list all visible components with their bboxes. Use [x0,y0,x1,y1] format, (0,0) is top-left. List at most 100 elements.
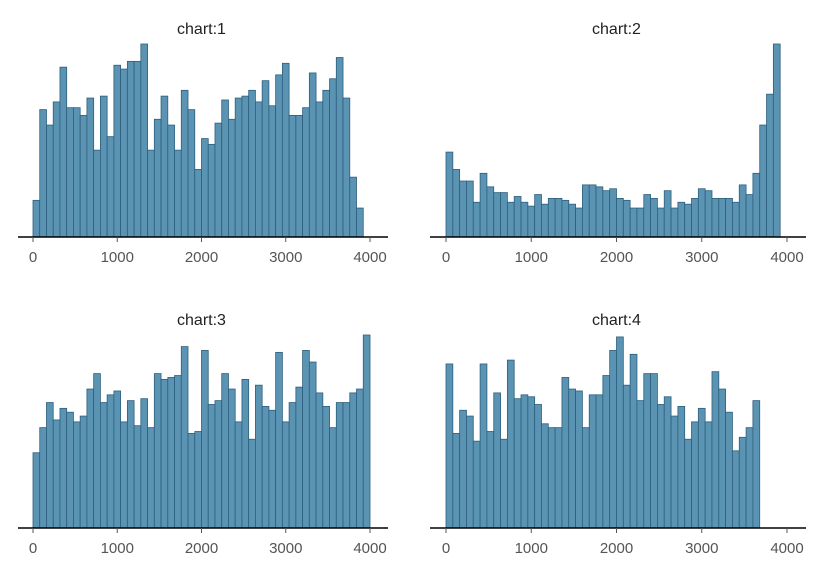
histogram-bar [295,386,303,529]
panel-title: chart:1 [177,21,226,38]
x-tick-label: 3000 [269,540,302,557]
histogram-bar [513,196,522,238]
histogram-bar [207,404,216,529]
histogram-bar [575,207,583,238]
histogram-bar [684,203,692,238]
histogram-bar [160,378,169,529]
histogram-bar [234,97,243,238]
histogram-bar [302,350,310,529]
histogram-bar [513,398,522,529]
histogram-bar [93,149,101,238]
histogram-bar [752,172,761,238]
panel-chain-2: chart:2 0 1000 2000 3000 4000 [430,21,806,266]
histogram-bar [479,172,488,238]
histogram-bar [174,149,182,238]
histogram-bar [745,194,754,238]
histogram-bar [732,450,740,529]
histogram-bar [636,207,645,238]
histogram-bar [663,396,672,529]
histogram-bar [616,336,624,529]
histogram-bar [629,207,638,238]
histogram-bar [547,427,556,529]
histogram-bar [602,375,611,529]
x-tick-label: 4000 [353,540,386,557]
histogram-bar [187,433,196,529]
x-tick-label: 2000 [185,540,218,557]
histogram-bar [194,431,202,529]
histogram-bar [32,199,41,238]
histogram-bar [472,201,481,238]
histogram-bar [356,388,364,529]
panel-title: chart:4 [592,312,641,329]
histogram-bar [342,402,351,529]
histogram-bar [281,421,290,529]
panel-chain-3: chart:3 0 1000 2000 3000 4000 [18,312,388,557]
histogram-bar [255,384,263,529]
histogram-bar [452,433,461,529]
histogram-bar [248,89,256,238]
histogram-bar [500,438,508,529]
histogram-bar [595,186,604,238]
histogram-bar [568,388,576,529]
histogram-bar [520,201,529,238]
x-tick-label: 4000 [770,249,803,266]
histogram-bar [39,109,47,238]
histogram-bar [39,427,47,529]
histogram-bar [46,402,54,529]
histogram-bar [602,190,611,238]
histogram-bar [445,363,454,529]
x-tick-label: 2000 [600,540,633,557]
histogram-bar [349,392,357,529]
histogram-bar [153,118,162,238]
histogram-bar [561,377,570,529]
x-tick-label: 1000 [101,540,134,557]
histogram-bar [308,361,317,529]
histogram-bar [711,197,720,238]
histogram-bar [643,194,652,238]
histogram-bar [616,197,624,238]
histogram-bar [534,194,542,238]
histogram-bar [221,99,229,238]
histogram-bar [342,97,351,238]
histogram-bar [486,186,495,238]
histogram-bar [622,199,631,238]
histogram-bar [261,80,270,238]
histogram-bar [126,60,135,238]
histogram-bar [527,205,536,238]
histogram-bar [629,353,638,529]
histogram-bar [766,93,774,238]
histogram-bar [657,404,665,529]
histogram-bar [691,197,699,238]
histogram-bar [759,124,767,238]
histogram-bar [349,176,357,238]
histogram-bar [561,199,570,238]
histogram-bar [295,115,303,238]
histogram-bar [459,180,467,238]
histogram-bar [302,107,310,238]
histogram-bar [201,350,209,529]
histogram-bar [541,423,549,529]
histogram-bar [322,89,330,238]
histogram-bar [772,43,781,238]
histogram-bar [322,406,330,529]
histogram-bar [187,109,196,238]
histogram-bar [732,201,740,238]
histogram-bar [113,64,122,238]
histogram-bar [500,192,508,238]
histogram-bar [588,184,597,238]
histogram-bar [506,359,515,529]
panel-title: chart:3 [177,312,226,329]
histogram-bar [466,180,474,238]
histogram-bar [133,425,142,529]
histogram-bar [79,415,88,529]
x-tick-label: 2000 [185,249,218,266]
histogram-bar [147,427,155,529]
histogram-bar [93,373,101,529]
histogram-bar [59,407,68,529]
histogram-bar [335,402,344,529]
histogram-bar [86,97,95,238]
histogram-bar [718,197,727,238]
histogram-bar [46,124,54,238]
histogram-bar [228,118,236,238]
histogram-bar [636,400,645,529]
